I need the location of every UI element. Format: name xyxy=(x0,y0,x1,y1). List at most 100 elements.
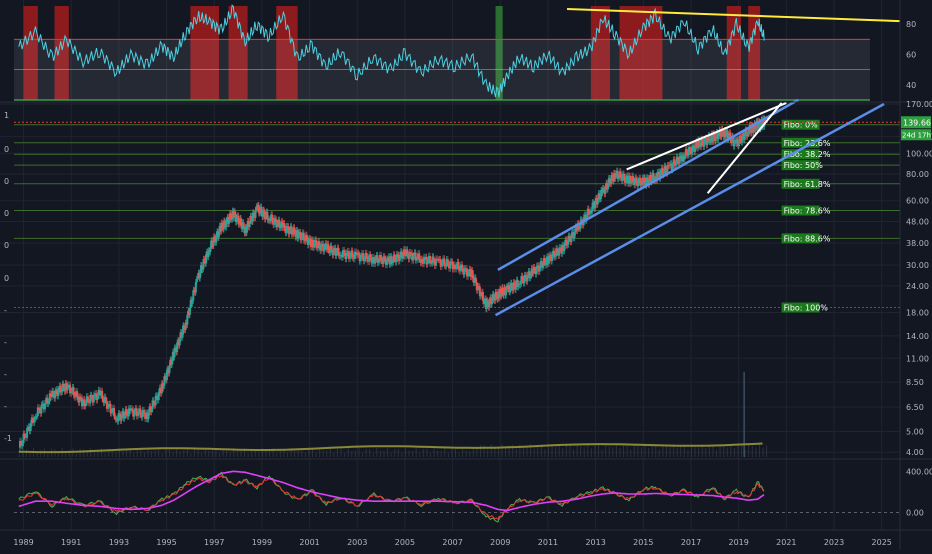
candle-body xyxy=(428,255,431,264)
candle-body xyxy=(134,408,137,412)
candle-body xyxy=(670,163,673,170)
volume-bar xyxy=(265,450,267,457)
candle-body xyxy=(542,258,545,266)
candle-body xyxy=(650,179,653,182)
candle-body xyxy=(508,285,511,292)
volume-bar xyxy=(630,449,632,457)
volume-bar xyxy=(190,453,192,457)
volume-bar xyxy=(605,444,607,457)
candle-body xyxy=(203,259,206,261)
candle-body xyxy=(28,426,31,431)
volume-bar xyxy=(755,447,757,457)
candle-body xyxy=(330,245,333,250)
candle-body xyxy=(544,262,547,265)
candle-body xyxy=(549,254,552,256)
volume-bar xyxy=(58,452,60,457)
volume-bar xyxy=(261,448,263,457)
candle-body xyxy=(324,243,327,248)
volume-bar xyxy=(494,446,496,457)
candle-body xyxy=(513,282,516,284)
volume-bar xyxy=(333,452,335,457)
volume-bar xyxy=(419,452,421,457)
volume-bar xyxy=(562,448,564,457)
candle-body xyxy=(580,219,583,222)
volume-bar xyxy=(719,444,721,457)
x-tick-label: 1991 xyxy=(61,538,81,547)
candle-body xyxy=(533,267,536,271)
volume-bar xyxy=(444,448,446,457)
volume-bar xyxy=(462,448,464,457)
candle-body xyxy=(505,288,508,296)
candle-body xyxy=(92,394,95,403)
candle-body xyxy=(621,173,624,181)
candle-body xyxy=(389,256,392,265)
left-axis-label: 0 xyxy=(4,274,9,283)
candle-body xyxy=(450,261,453,263)
volume-bar xyxy=(122,451,124,457)
candle-body xyxy=(501,287,504,294)
candle-body xyxy=(695,141,698,147)
candle-body xyxy=(529,275,532,278)
volume-bar xyxy=(301,448,303,457)
candle-body xyxy=(672,159,675,165)
volume-bar xyxy=(580,446,582,457)
candle-body xyxy=(314,239,317,245)
candle-body xyxy=(222,220,225,230)
overbought-zone xyxy=(590,6,610,100)
candle-body xyxy=(291,234,294,236)
rsi-tick-label: 60 xyxy=(906,51,916,60)
volume-bar xyxy=(576,444,578,457)
candle-body xyxy=(386,258,389,265)
candle-body xyxy=(754,123,757,131)
candle-body xyxy=(656,172,659,181)
candle-body xyxy=(147,412,150,420)
candle-body xyxy=(234,211,237,215)
candle-body xyxy=(739,135,742,141)
candle-body xyxy=(592,202,595,205)
candle-body xyxy=(604,186,607,194)
candle-body xyxy=(387,256,390,259)
candle-body xyxy=(278,219,281,228)
x-tick-label: 2019 xyxy=(728,538,748,547)
candle-body xyxy=(250,216,253,221)
candle-body xyxy=(53,393,56,399)
candle-body xyxy=(510,282,513,288)
volume-bar xyxy=(598,444,600,457)
oscillator-tick-label: 400.00 xyxy=(906,467,932,476)
candle-body xyxy=(394,259,397,263)
candle-body xyxy=(495,292,498,295)
volume-bar xyxy=(222,448,224,457)
candle-body xyxy=(277,219,280,223)
volume-bar xyxy=(22,448,24,457)
candle-body xyxy=(625,175,628,178)
volume-bar xyxy=(29,452,31,457)
volume-bar xyxy=(394,449,396,457)
candle-body xyxy=(130,408,133,410)
volume-bar xyxy=(412,450,414,457)
rsi-tick-label: 40 xyxy=(906,81,916,90)
candle-body xyxy=(40,404,43,414)
x-tick-label: 2007 xyxy=(442,538,462,547)
candle-body xyxy=(105,401,108,409)
volume-bar xyxy=(279,448,281,457)
candle-body xyxy=(514,282,517,290)
candle-body xyxy=(500,294,503,297)
candle-body xyxy=(369,254,372,258)
x-tick-label: 2001 xyxy=(299,538,319,547)
candle-body xyxy=(59,385,62,393)
candle-body xyxy=(431,256,434,264)
volume-bar xyxy=(555,447,557,457)
volume-bar xyxy=(583,447,585,457)
candle-body xyxy=(641,177,644,184)
candle-body xyxy=(122,411,125,419)
price-tick-label: 24.00 xyxy=(906,282,929,291)
candle-body xyxy=(157,392,160,401)
candle-body xyxy=(405,249,408,257)
volume-bar xyxy=(723,445,725,457)
candle-body xyxy=(176,342,179,353)
candle-body xyxy=(654,176,657,181)
candle-body xyxy=(213,236,216,239)
volume-bar xyxy=(75,453,77,457)
candle-body xyxy=(623,176,626,183)
candle-body xyxy=(419,259,422,263)
